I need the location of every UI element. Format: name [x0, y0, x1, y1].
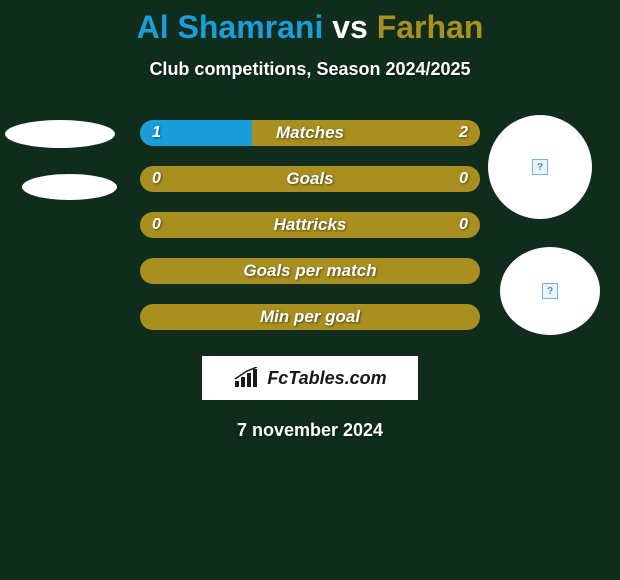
logo-text: FcTables.com — [267, 368, 386, 389]
stat-bar: 1Matches2 — [140, 120, 480, 146]
bar-value-right: 0 — [459, 216, 468, 234]
date-label: 7 november 2024 — [0, 420, 620, 441]
comparison-body: 1Matches20Goals00Hattricks0Goals per mat… — [0, 120, 620, 350]
stat-bar: 0Hattricks0 — [140, 212, 480, 238]
title-vs: vs — [332, 9, 368, 45]
bar-label: Min per goal — [140, 307, 480, 327]
avatar-player1-a — [5, 120, 115, 148]
bar-label: Goals — [140, 169, 480, 189]
avatar-player2-a — [488, 115, 592, 219]
bar-value-right: 2 — [459, 124, 468, 142]
chart-icon — [233, 367, 261, 389]
bar-label: Goals per match — [140, 261, 480, 281]
source-logo: FcTables.com — [202, 356, 418, 400]
stat-bar: Min per goal — [140, 304, 480, 330]
stat-bars: 1Matches20Goals00Hattricks0Goals per mat… — [140, 120, 480, 350]
avatar-player1-b — [22, 174, 117, 200]
title-player1: Al Shamrani — [137, 9, 324, 45]
bar-label: Matches — [140, 123, 480, 143]
stat-bar: 0Goals0 — [140, 166, 480, 192]
image-placeholder-icon — [532, 159, 548, 175]
subtitle: Club competitions, Season 2024/2025 — [0, 59, 620, 80]
image-placeholder-icon — [542, 283, 558, 299]
avatar-player2-b — [500, 247, 600, 335]
title-player2: Farhan — [377, 9, 484, 45]
page-title: Al Shamrani vs Farhan — [0, 0, 620, 45]
bar-label: Hattricks — [140, 215, 480, 235]
comparison-card: Al Shamrani vs Farhan Club competitions,… — [0, 0, 620, 580]
stat-bar: Goals per match — [140, 258, 480, 284]
bar-value-right: 0 — [459, 170, 468, 188]
